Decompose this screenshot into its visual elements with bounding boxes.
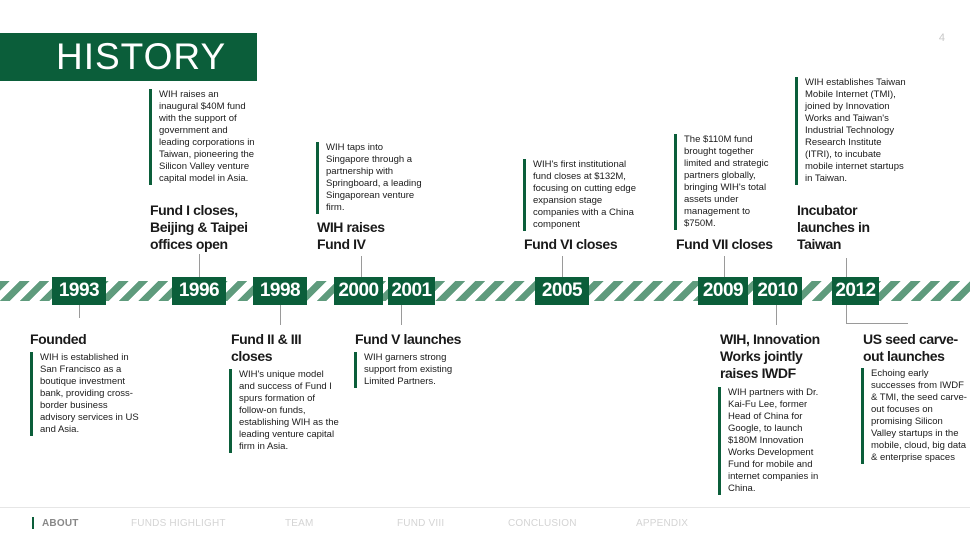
event-2012-incubator-title: Incubator launches in Taiwan (797, 202, 870, 252)
nav-item-appendix[interactable]: APPENDIX (636, 518, 689, 529)
connector-1996 (199, 254, 200, 277)
connector-2009 (724, 256, 725, 277)
event-2001-description: WIH garners strong support from existing… (354, 352, 464, 388)
timeline-stripe (0, 281, 970, 301)
footer-divider (0, 507, 970, 508)
year-1993: 1993 (52, 277, 106, 305)
event-1996-title: Fund I closes, Beijing & Taipei offices … (150, 202, 248, 252)
year-2000: 2000 (334, 277, 383, 305)
nav-item-fund-viii[interactable]: FUND VIII (397, 518, 445, 529)
event-2012-seed-title: US seed carve-out launches (863, 331, 958, 364)
connector-1993 (79, 305, 80, 318)
year-1998: 1998 (253, 277, 307, 305)
year-2010: 2010 (753, 277, 802, 305)
event-2010-description: WIH partners with Dr. Kai-Fu Lee, former… (718, 387, 828, 495)
connector-2010 (776, 305, 777, 325)
event-2010-title: WIH, Innovation Works jointly raises IWD… (720, 331, 820, 381)
connector-2000 (361, 256, 362, 277)
year-2001: 2001 (388, 277, 435, 305)
year-1996: 1996 (172, 277, 226, 305)
connector-1998 (280, 305, 281, 325)
event-1993-title: Founded (30, 331, 87, 347)
event-2005-description: WIH's first institutional fund closes at… (523, 159, 639, 231)
nav-item-funds-highlight[interactable]: FUNDS HIGHLIGHT (131, 518, 226, 529)
connector-2001 (401, 305, 402, 325)
event-2005-title: Fund VI closes (524, 236, 618, 252)
event-2000-title: WIH raises Fund IV (317, 219, 385, 252)
title-bar: HISTORY (0, 33, 257, 81)
page-title: HISTORY (56, 36, 227, 77)
page-number: 4 (938, 32, 945, 44)
event-1998-title: Fund II & III closes (231, 331, 302, 364)
connector-2012-down (846, 305, 847, 323)
event-2012-seed-description: Echoing early successes from IWDF & TMI,… (861, 368, 968, 464)
event-2000-description: WIH taps into Singapore through a partne… (316, 142, 426, 214)
connector-2012-horizontal (846, 323, 908, 324)
event-2012-incubator-description: WIH establishes Taiwan Mobile Internet (… (795, 77, 909, 185)
event-2001-title: Fund V launches (355, 331, 462, 347)
nav-item-conclusion[interactable]: CONCLUSION (508, 518, 577, 529)
year-2005: 2005 (535, 277, 589, 305)
active-nav-marker (32, 517, 34, 529)
nav-item-team[interactable]: TEAM (285, 518, 314, 529)
event-2009-description: The $110M fund brought together limited … (674, 134, 780, 230)
year-2012: 2012 (832, 277, 879, 305)
connector-2012-up (846, 258, 847, 277)
connector-2005 (562, 256, 563, 277)
event-1998-description: WIH's unique model and success of Fund I… (229, 369, 339, 453)
event-1993-description: WIH is established in San Francisco as a… (30, 352, 140, 436)
event-1996-description: WIH raises an inaugural $40M fund with t… (149, 89, 259, 185)
year-2009: 2009 (698, 277, 748, 305)
nav-item-about[interactable]: ABOUT (42, 518, 79, 529)
event-2009-title: Fund VII closes (676, 236, 773, 252)
